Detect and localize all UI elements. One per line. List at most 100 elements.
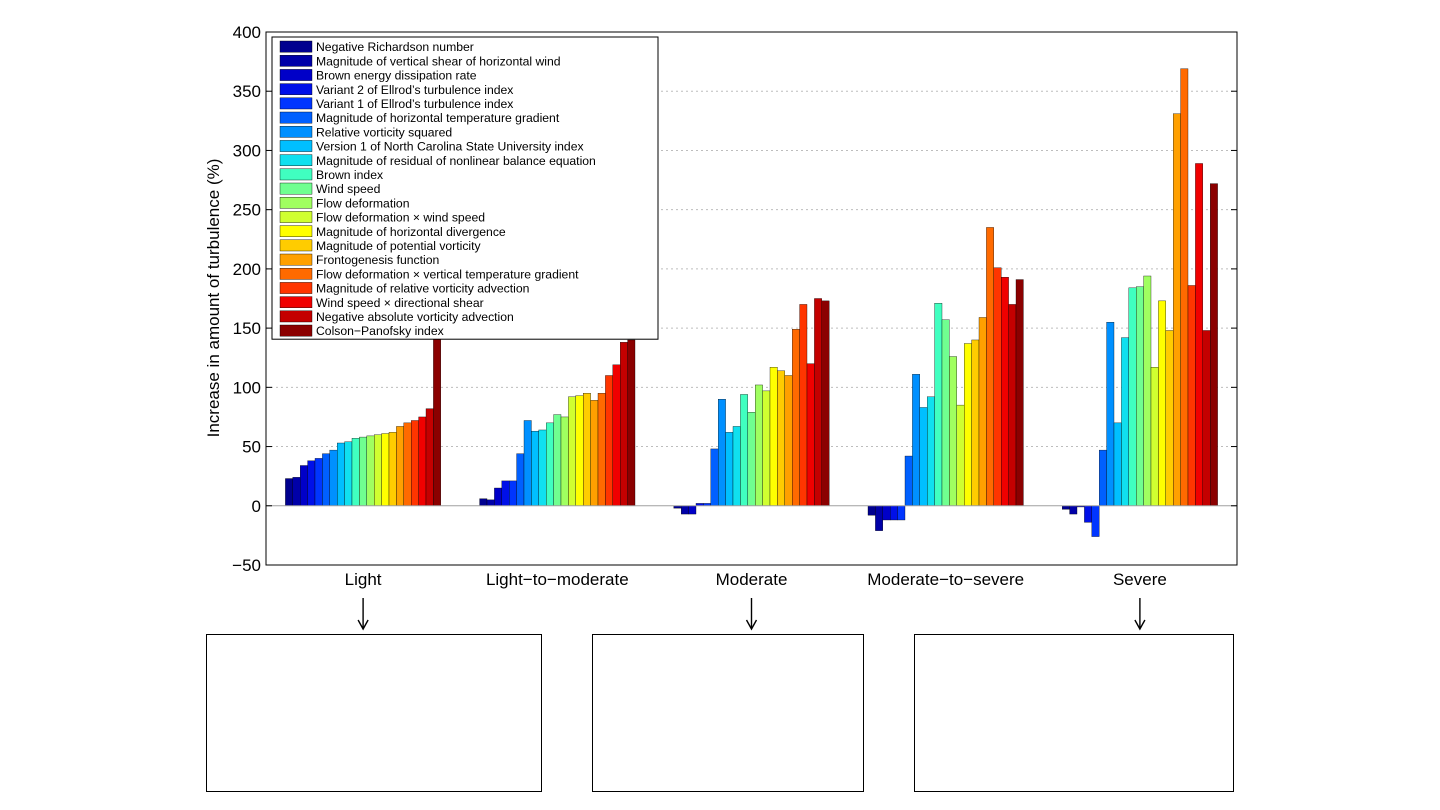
bar	[583, 393, 591, 506]
bar	[433, 338, 441, 506]
bar	[509, 480, 517, 506]
bar	[904, 455, 913, 506]
legend-label: Wind speed	[316, 182, 380, 196]
legend-label: Flow deformation × vertical temperature …	[316, 267, 579, 281]
bar-group-1	[479, 339, 636, 506]
legend-label: Variant 2 of Ellrod’s turbulence index	[316, 83, 513, 97]
x-tick-label: Moderate−to−severe	[867, 570, 1024, 589]
bar	[867, 505, 876, 516]
bar	[425, 408, 434, 506]
bar	[344, 441, 353, 506]
legend-label: Magnitude of horizontal divergence	[316, 225, 506, 239]
arrow-head	[357, 619, 369, 631]
bar	[971, 339, 980, 506]
bar	[1121, 337, 1129, 506]
bar	[546, 422, 554, 506]
bar	[568, 396, 576, 506]
legend-swatch	[279, 125, 313, 138]
y-axis-label: Increase in amount of turbulence (%)	[204, 159, 223, 438]
legend-swatch	[279, 268, 313, 280]
bar	[620, 342, 628, 506]
legend-label: Variant 1 of Ellrod’s turbulence index	[316, 97, 513, 111]
bar	[531, 430, 539, 506]
answer-box-3[interactable]	[914, 634, 1234, 792]
bar	[1001, 277, 1009, 506]
bar	[755, 384, 763, 506]
legend-label: Colson−Panofsky index	[316, 324, 444, 338]
bar	[897, 505, 906, 521]
x-tick-label: Moderate	[716, 570, 788, 589]
bar	[322, 453, 330, 506]
bar	[479, 498, 488, 506]
legend-swatch	[279, 211, 313, 223]
bar	[359, 436, 367, 506]
x-axis-ticks: Light Light−to−moderate Moderate Moderate−t…	[345, 570, 1167, 589]
legend-swatch	[279, 40, 313, 53]
arrow-head	[1134, 619, 1146, 631]
bar	[1158, 300, 1166, 506]
legend-label: Magnitude of vertical shear of horizonta…	[316, 54, 561, 68]
bar	[890, 505, 898, 521]
bar	[1008, 304, 1017, 506]
bar	[374, 434, 382, 506]
legend-label: Brown energy dissipation rate	[316, 69, 477, 83]
bar	[1136, 286, 1144, 506]
bar	[777, 370, 785, 506]
legend-swatch	[279, 296, 313, 309]
bar	[919, 407, 928, 506]
bar	[814, 298, 822, 506]
bar	[418, 416, 427, 506]
bar	[949, 356, 957, 506]
bar	[381, 433, 390, 506]
legend-swatch	[279, 239, 313, 252]
legend-label: Relative vorticity squared	[316, 125, 452, 139]
legend-swatch	[279, 196, 313, 209]
legend-swatch	[279, 168, 313, 181]
bar	[396, 426, 404, 506]
legend-swatch	[279, 140, 313, 152]
legend-label: Brown index	[316, 168, 383, 182]
legend-swatch	[279, 310, 313, 323]
legend-label: Magnitude of horizontal temperature grad…	[316, 111, 560, 125]
legend-swatch	[279, 182, 313, 195]
bar-group-4	[1062, 68, 1218, 537]
answer-box-2[interactable]	[592, 634, 864, 792]
bar	[1084, 505, 1092, 523]
bar	[718, 399, 726, 506]
bar	[1150, 367, 1159, 506]
bar	[993, 267, 1002, 506]
bar	[1202, 330, 1211, 506]
bar	[486, 499, 495, 506]
bar	[964, 343, 972, 506]
bar	[1180, 68, 1189, 506]
legend-swatch	[279, 69, 313, 81]
bar	[403, 422, 412, 506]
bar	[285, 478, 293, 506]
bar	[747, 412, 756, 506]
bar	[681, 505, 689, 515]
bar	[732, 426, 741, 506]
bar	[1128, 287, 1137, 506]
legend-swatch	[279, 225, 313, 238]
y-tick-label: 300	[233, 141, 261, 160]
bar	[366, 435, 375, 506]
arrow-head	[745, 619, 758, 631]
bar	[927, 396, 935, 506]
bar	[523, 420, 532, 506]
bar	[882, 505, 891, 521]
y-tick-label: 100	[233, 378, 261, 397]
bar	[806, 363, 815, 506]
legend-label: Magnitude of residual of nonlinear balan…	[316, 154, 596, 168]
bar	[597, 393, 606, 506]
bar	[710, 448, 719, 506]
legend-label: Wind speed × directional shear	[316, 296, 484, 310]
bar	[1210, 183, 1218, 506]
y-tick-label: 400	[233, 23, 261, 42]
bar	[769, 367, 778, 506]
bar	[575, 395, 584, 506]
x-tick-label: Light−to−moderate	[486, 570, 629, 589]
answer-box-1[interactable]	[206, 634, 542, 792]
legend-label: Flow deformation × wind speed	[316, 211, 485, 225]
bar	[553, 414, 562, 506]
